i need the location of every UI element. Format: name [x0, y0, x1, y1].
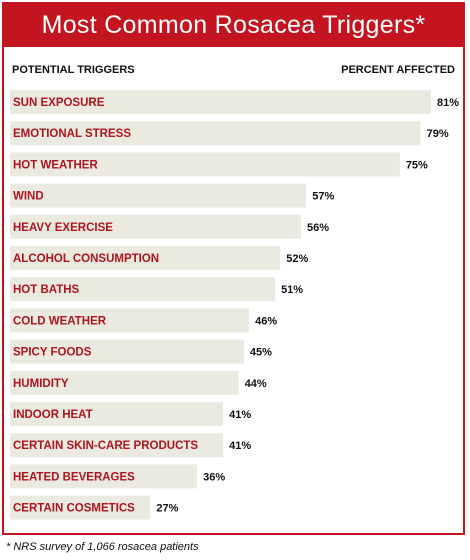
bar [10, 90, 431, 114]
value-label: 51% [281, 284, 303, 296]
bar [10, 339, 244, 364]
value-label: 41% [229, 440, 251, 452]
category-label: HEAVY EXERCISE [13, 222, 113, 234]
triggers-column-header: POTENTIAL TRIGGERS [12, 64, 135, 76]
bar [10, 183, 307, 208]
category-label: INDOOR HEAT [13, 409, 93, 421]
category-label: SPICY FOODS [13, 347, 92, 359]
bar [10, 277, 276, 302]
bar [10, 308, 250, 333]
bar [10, 370, 239, 395]
category-label: CERTAIN SKIN-CARE PRODUCTS [13, 440, 198, 452]
category-label: SUN EXPOSURE [13, 97, 105, 109]
value-label: 45% [250, 347, 272, 359]
value-label: 52% [286, 253, 308, 265]
chart-frame: Most Common Rosacea Triggers* POTENTIAL … [2, 2, 465, 535]
value-label: 57% [312, 191, 334, 203]
bar [10, 433, 224, 458]
category-label: HOT BATHS [13, 284, 80, 296]
value-label: 44% [245, 378, 267, 390]
percent-column-header: PERCENT AFFECTED [341, 64, 455, 76]
bar [10, 121, 421, 146]
category-label: WIND [13, 191, 44, 203]
category-label: HEATED BEVERAGES [13, 471, 135, 483]
value-label: 46% [255, 315, 277, 327]
category-label: ALCOHOL CONSUMPTION [13, 253, 159, 265]
category-label: COLD WEATHER [13, 315, 107, 327]
category-label: HOT WEATHER [13, 159, 98, 171]
title-bar: Most Common Rosacea Triggers* [4, 4, 463, 47]
bar [10, 214, 302, 239]
value-label: 36% [203, 471, 225, 483]
category-label: CERTAIN COSMETICS [13, 503, 135, 515]
value-label: 41% [229, 409, 251, 421]
value-label: 75% [406, 159, 428, 171]
chart-title: Most Common Rosacea Triggers* [41, 11, 426, 39]
value-label: 27% [156, 503, 178, 515]
bar [10, 495, 151, 520]
bar [10, 246, 281, 270]
category-label: HUMIDITY [13, 378, 69, 390]
bar [10, 152, 400, 177]
bar [10, 402, 224, 426]
bar [10, 464, 198, 489]
value-label: 56% [307, 222, 329, 234]
value-label: 79% [427, 128, 449, 140]
category-label: EMOTIONAL STRESS [13, 128, 131, 140]
value-label: 81% [437, 97, 459, 109]
footnote: * NRS survey of 1,066 rosacea patients [6, 541, 199, 553]
bar-chart: SUN EXPOSURE 81% EMOTIONAL STRESS 79% HOT WE… [10, 90, 459, 520]
